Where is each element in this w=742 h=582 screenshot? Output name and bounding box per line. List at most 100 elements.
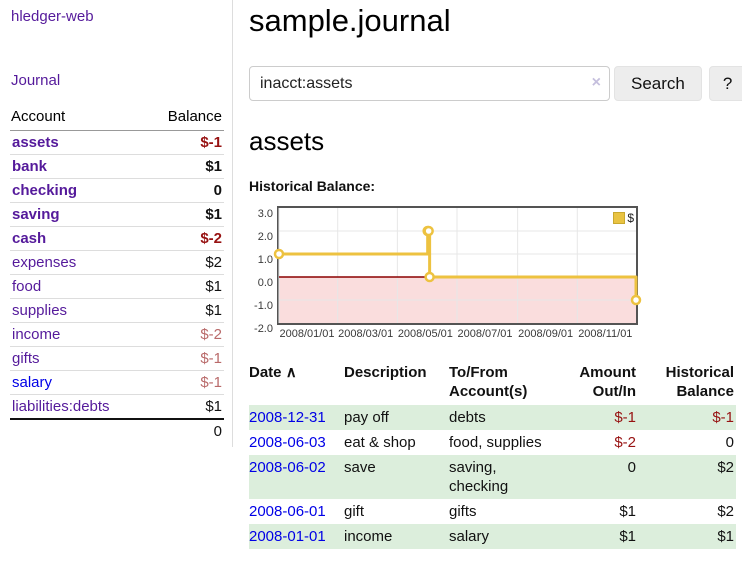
cell-balance: $2 [638,455,736,499]
account-row: income $-2 [10,322,224,347]
account-balance: $-2 [146,322,224,347]
account-row: cash $-2 [10,226,224,251]
sidebar: hledger-web Journal Account Balance asse… [0,0,233,447]
cell-balance: $2 [717,503,734,520]
x-tick-label: 2008/03/01 [338,328,394,340]
account-link[interactable]: assets [12,134,59,151]
accounts-header-balance: Balance [146,105,224,131]
account-balance: $2 [146,250,224,275]
sort-ascending-icon: ∧ [285,364,297,381]
chart-title: Historical Balance: [249,178,376,194]
y-tick-label: -2.0 [254,323,273,335]
account-balance: $-2 [146,226,224,251]
table-row: 2008-01-01 income salary $1 $1 [249,524,736,549]
cell-description: save [344,455,449,499]
main-content: sample.journal × Search ? assets Histori… [233,0,742,549]
app-brand-link[interactable]: hledger-web [11,8,94,25]
account-row: food $1 [10,274,224,299]
date-link[interactable]: 2008-01-01 [249,528,326,545]
chart-legend: $ [613,211,634,225]
x-axis-labels: 2008/01/01 2008/03/01 2008/05/01 2008/07/01… [277,328,639,344]
account-balance: $1 [146,394,224,419]
cell-accounts: salary [449,524,564,549]
register-header-date-label: Date [249,364,282,381]
y-tick-label: -1.0 [254,300,273,312]
account-balance: $1 [146,202,224,227]
search-input[interactable] [249,66,610,101]
accounts-table: Account Balance assets $-1 bank $1 checking 0… [10,105,224,443]
x-tick-label: 2008/09/01 [518,328,574,340]
account-row: gifts $-1 [10,346,224,371]
x-tick-label: 2008/05/01 [397,328,453,340]
register-header-amount: Amount Out/In [579,364,636,400]
x-tick-label: 2008/11/01 [578,328,633,340]
account-link[interactable]: salary [12,374,53,391]
account-link[interactable]: gifts [12,350,40,367]
date-link[interactable]: 2008-12-31 [249,409,326,426]
cell-accounts: saving, checking [449,455,564,499]
account-balance: $1 [146,274,224,299]
help-button[interactable]: ? [708,66,742,101]
account-row: saving $1 [10,202,224,227]
legend-swatch-icon [613,212,626,224]
y-tick-label: 3.0 [257,208,273,220]
account-balance: $1 [146,298,224,323]
account-link[interactable]: checking [12,182,78,199]
register-header-balance: Historical Balance [665,364,734,400]
search-bar: × Search ? [249,66,742,101]
account-row: bank $1 [10,154,224,179]
account-link[interactable]: cash [12,230,47,247]
cell-balance: $-1 [638,405,736,430]
account-row: liabilities:debts $1 [10,394,224,419]
account-row: checking 0 [10,178,224,203]
cell-accounts: debts [449,405,564,430]
page: hledger-web Journal Account Balance asse… [0,0,742,549]
cell-accounts: gifts [449,503,477,520]
cell-accounts: food, supplies [449,434,542,451]
accounts-total-value: 0 [146,418,224,443]
table-row: 2008-06-03 eat & shop food, supplies $-2 0 [249,430,736,455]
balance-chart: 3.0 2.0 1.0 0.0 -1.0 -2.0 $ 2008/01/01 2008/03… [249,206,642,344]
register-header-date[interactable]: Date ∧ [249,361,344,405]
account-row: expenses $2 [10,250,224,275]
cell-amount: $1 [564,524,638,549]
page-title: sample.journal [249,3,451,38]
table-row: 2008-06-02 save saving, checking 0 $2 [249,455,736,499]
chart-canvas [273,208,642,323]
y-tick-label: 1.0 [257,254,273,266]
date-link[interactable]: 2008-06-02 [249,459,326,476]
register-header-accounts: To/From Account(s) [449,364,528,400]
date-link[interactable]: 2008-06-01 [249,503,326,520]
cell-amount: $-2 [614,434,636,451]
account-balance: $-1 [146,370,224,395]
accounts-total-row: 0 [10,418,224,443]
y-tick-label: 0.0 [257,277,273,289]
account-link[interactable]: food [12,278,42,295]
x-tick-label: 2008/01/01 [279,328,335,340]
account-link[interactable]: saving [12,206,60,223]
cell-amount: $-1 [564,405,638,430]
account-link[interactable]: income [12,326,61,343]
clear-search-icon[interactable]: × [591,74,601,91]
account-balance: $-1 [146,346,224,371]
y-tick-label: 2.0 [257,231,273,243]
account-link[interactable]: supplies [12,302,68,319]
cell-description: eat & shop [344,434,416,451]
cell-description: income [344,524,449,549]
cell-amount: $1 [619,503,636,520]
account-link[interactable]: expenses [12,254,77,271]
sidebar-item-journal[interactable]: Journal [11,72,61,89]
account-row: supplies $1 [10,298,224,323]
cell-description: gift [344,503,365,520]
date-link[interactable]: 2008-06-03 [249,434,326,451]
accounts-header-account: Account [10,105,147,131]
account-row: salary $-1 [10,370,224,395]
table-row: 2008-12-31 pay off debts $-1 $-1 [249,405,736,430]
account-heading: assets [249,126,325,156]
account-link[interactable]: liabilities:debts [12,398,110,415]
account-link[interactable]: bank [12,158,48,175]
cell-amount: 0 [564,455,638,499]
account-balance: 0 [146,178,224,203]
plot-area: $ [273,206,642,325]
search-button[interactable]: Search [614,66,702,101]
